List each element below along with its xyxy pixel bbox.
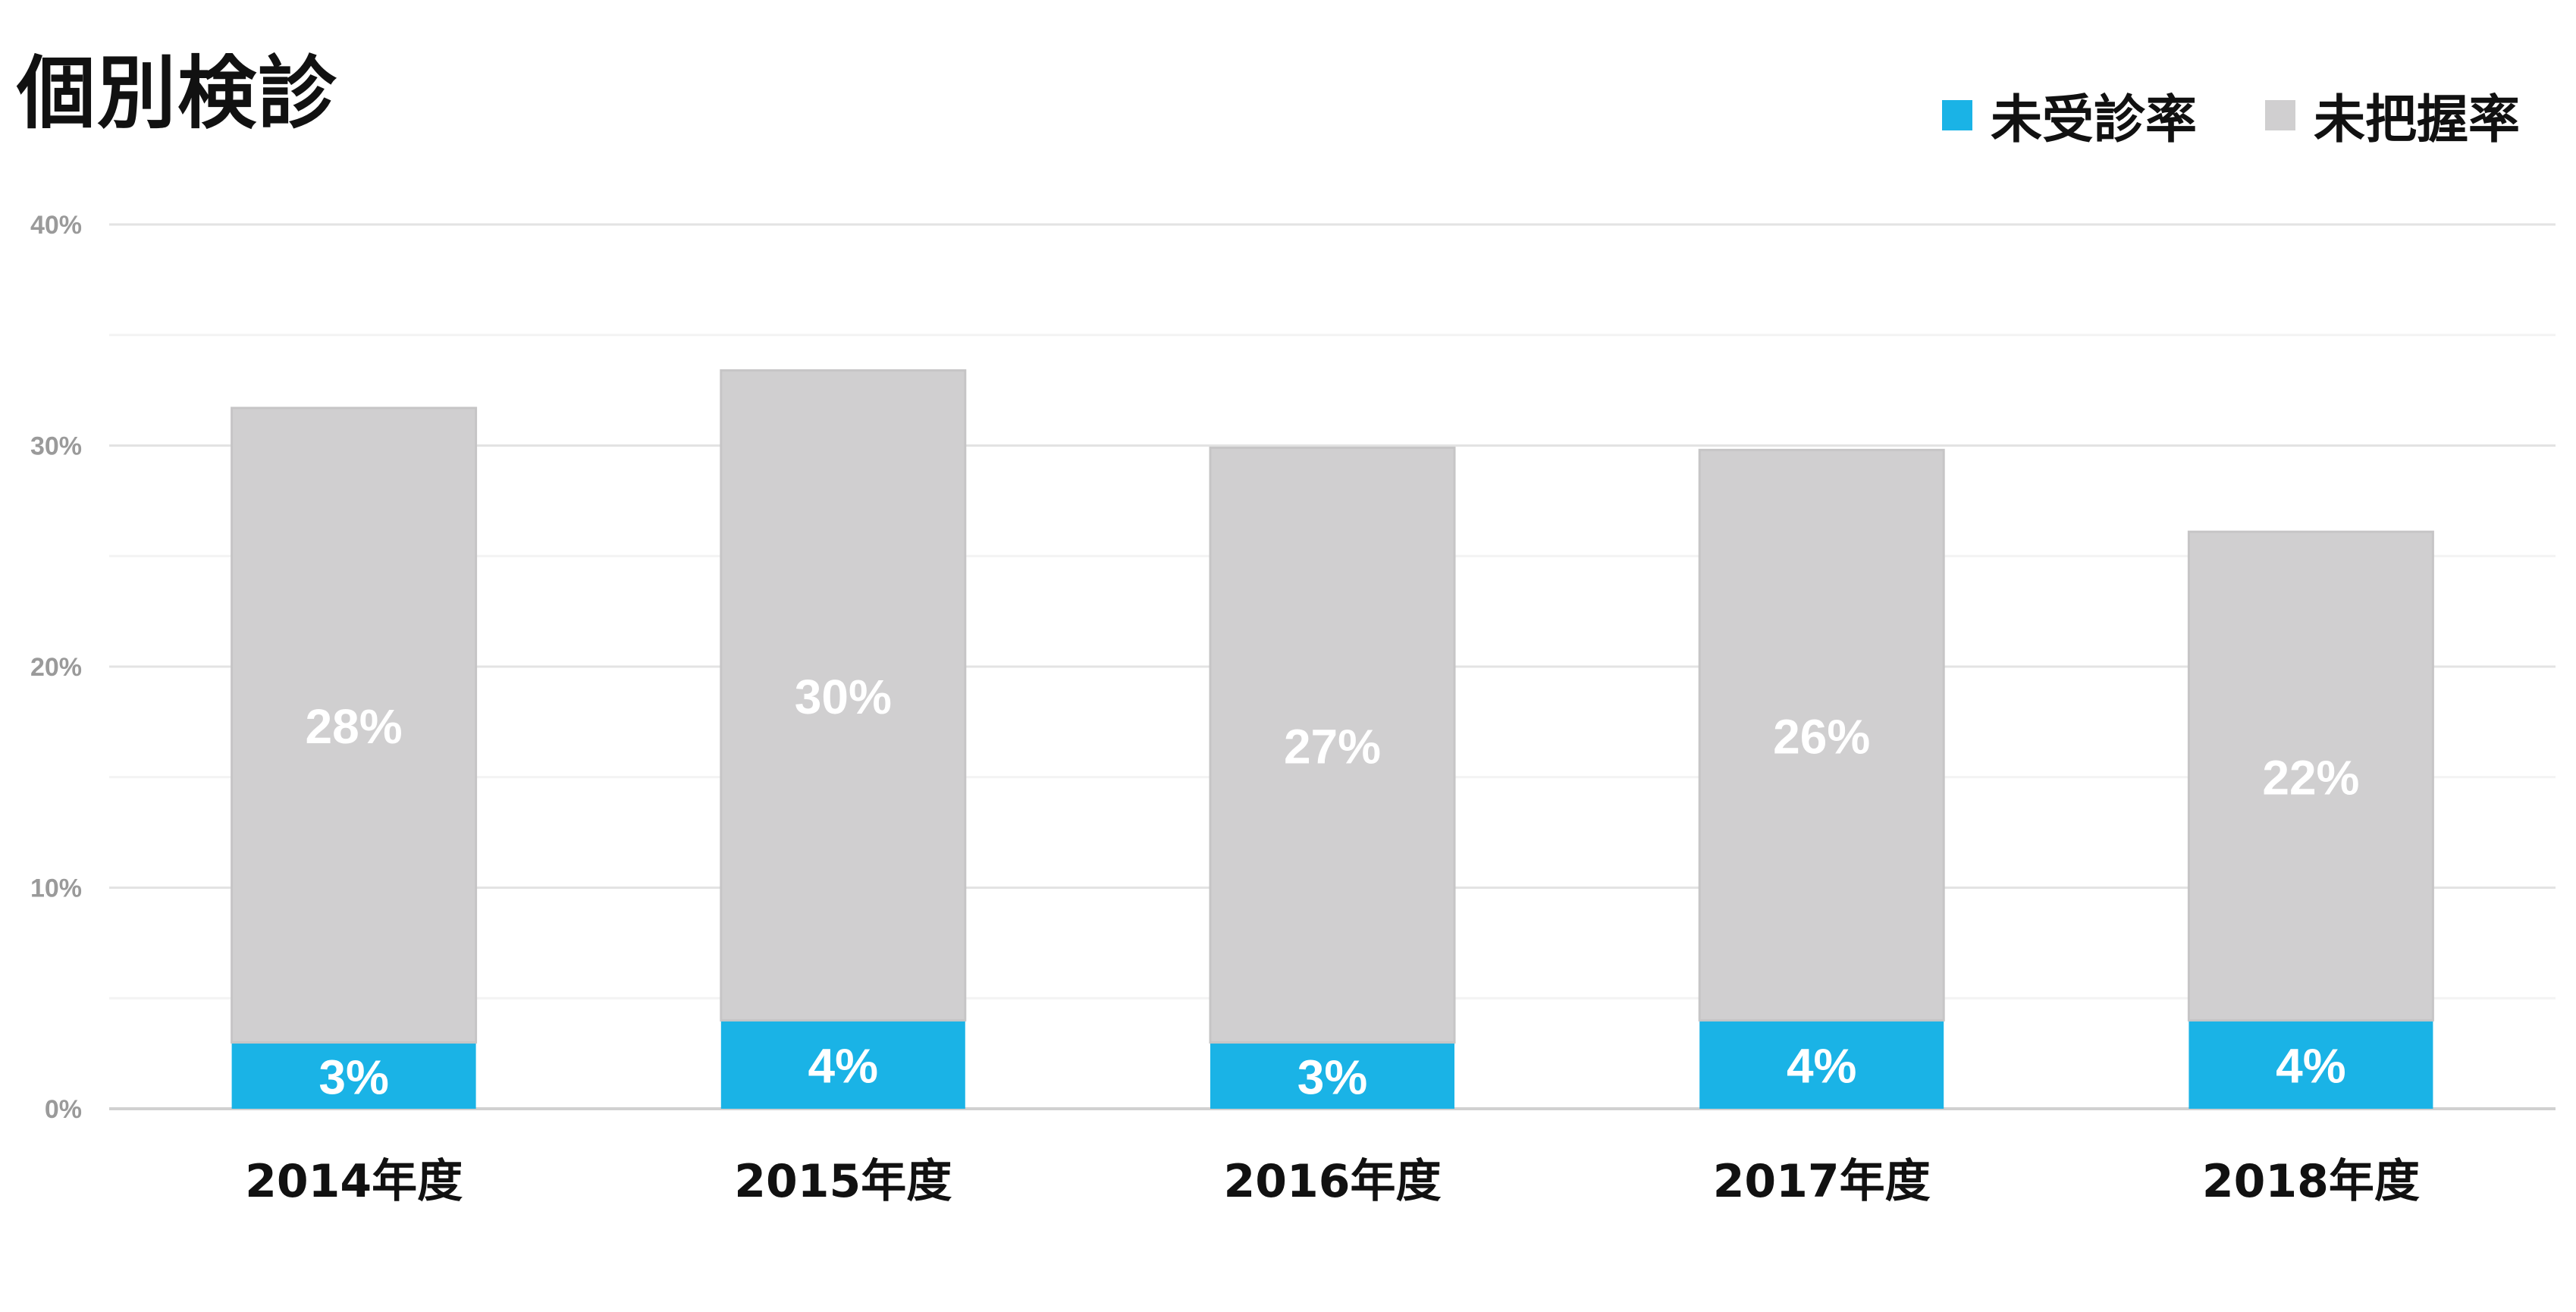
x-category-label: 2017年度	[1713, 1155, 1931, 1208]
bar-unscreened	[2189, 1020, 2433, 1109]
bar-unscreened	[1699, 1020, 1944, 1109]
legend-swatch-unknown	[2264, 99, 2295, 130]
bar-unscreened	[1210, 1042, 1454, 1109]
x-axis: 2014年度 2015年度 2016年度 2017年度 2018年度	[245, 1155, 2420, 1208]
data-label-unscreened: 4%	[808, 1039, 879, 1094]
bar-unknown	[720, 369, 967, 1022]
bar-unknown	[1209, 446, 1456, 1044]
legend-label-unscreened: 未受診率	[1990, 90, 2197, 150]
data-label-unscreened: 3%	[1297, 1050, 1368, 1104]
bar-unscreened	[720, 1020, 965, 1109]
y-axis: 0% 10% 20% 30% 40%	[30, 211, 82, 1124]
data-label-unscreened: 3%	[318, 1050, 389, 1104]
bars	[231, 369, 2434, 1109]
y-tick-label: 30%	[30, 432, 82, 461]
data-label-unknown: 30%	[795, 670, 892, 724]
data-label-unknown: 26%	[1773, 709, 1870, 764]
data-label-unknown: 22%	[2262, 750, 2359, 805]
bar-unknown	[1698, 448, 1945, 1022]
legend-item-unscreened: 未受診率	[1941, 77, 2197, 152]
y-tick-label: 0%	[45, 1095, 82, 1124]
data-label-unscreened: 4%	[2276, 1039, 2346, 1094]
legend-label-unknown: 未把握率	[2313, 90, 2520, 150]
legend: 未受診率 未把握率	[1941, 77, 2520, 152]
chart-title: 個別検診	[17, 47, 339, 140]
data-label-unscreened: 4%	[1787, 1039, 1857, 1094]
legend-item-unknown: 未把握率	[2264, 77, 2520, 152]
x-category-label: 2018年度	[2202, 1155, 2420, 1208]
y-tick-label: 10%	[30, 874, 82, 903]
y-tick-label: 20%	[30, 653, 82, 682]
data-label-unknown: 28%	[306, 699, 403, 754]
data-labels: 3% 28% 4% 30% 3% 27% 4% 26% 4% 22%	[306, 670, 2360, 1104]
x-category-label: 2015年度	[734, 1155, 952, 1208]
x-category-label: 2014年度	[245, 1155, 463, 1208]
bar-unknown	[2187, 530, 2434, 1022]
bar-unscreened	[231, 1042, 476, 1109]
legend-swatch-unscreened	[1941, 99, 1972, 130]
x-category-label: 2016年度	[1224, 1155, 1442, 1208]
y-tick-label: 40%	[30, 211, 82, 240]
bar-unknown	[231, 406, 478, 1044]
data-label-unknown: 27%	[1284, 719, 1381, 774]
